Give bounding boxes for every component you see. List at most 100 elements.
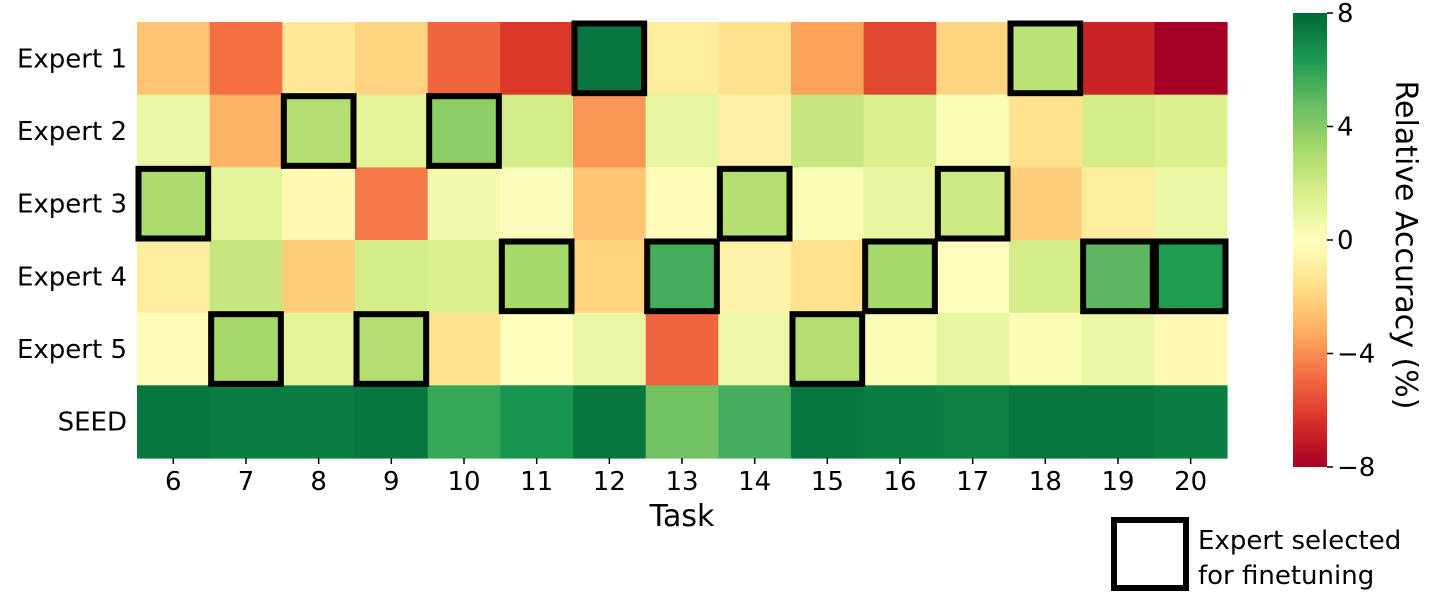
x-tick-label: 9: [383, 467, 400, 497]
heatmap-cell: [282, 94, 356, 168]
heatmap-cell: [936, 94, 1010, 168]
selected-expert-outline: [644, 238, 720, 315]
heatmap-cell: [645, 385, 719, 459]
selected-expert-outline: [208, 311, 284, 387]
heatmap-cell: [573, 167, 647, 241]
x-tick-label: 15: [811, 467, 844, 497]
x-tick-label: 6: [165, 467, 182, 497]
y-tick-label: Expert 4: [17, 262, 127, 292]
x-tick-label: 13: [665, 467, 698, 497]
heatmap-cell: [791, 385, 865, 459]
selected-expert-outline: [426, 93, 502, 169]
heatmap-cell: [791, 94, 865, 168]
heatmap-cell: [863, 22, 937, 96]
x-tick-label: 12: [593, 467, 626, 497]
heatmap-cell: [1009, 385, 1083, 459]
selected-expert-outline: [789, 311, 866, 387]
heatmap-cell: [137, 240, 211, 314]
heatmap-cell: [863, 312, 937, 386]
heatmap-cell: [427, 385, 501, 459]
x-tick-label: 14: [738, 467, 771, 497]
heatmap-cell: [1081, 240, 1155, 314]
heatmap-cell: [355, 94, 429, 168]
heatmap-cell: [427, 22, 501, 96]
x-tick-label: 7: [238, 467, 255, 497]
colorbar-tick-label: 0: [1337, 226, 1354, 256]
heatmap-cell: [282, 240, 356, 314]
colorbar-tick-label: −8: [1337, 453, 1375, 483]
heatmap-cell: [209, 167, 283, 241]
heatmap-cell: [500, 385, 574, 459]
heatmap-cell: [500, 22, 574, 96]
heatmap-cell: [209, 240, 283, 314]
heatmap-cell: [645, 240, 719, 314]
heatmap-cell: [1154, 312, 1228, 386]
heatmap-cell: [1009, 240, 1083, 314]
heatmap-cell: [427, 167, 501, 241]
heatmap-cell: [282, 22, 356, 96]
selected-expert-outline: [353, 311, 430, 387]
heatmap-cell: [282, 312, 356, 386]
heatmap-cell: [1009, 312, 1083, 386]
heatmap-cell: [500, 94, 574, 168]
heatmap-cell: [137, 22, 211, 96]
x-tick-label: 8: [310, 467, 327, 497]
heatmap-cell: [1154, 240, 1228, 314]
heatmap-cell: [137, 385, 211, 459]
selected-expert-outline: [1152, 238, 1229, 315]
heatmap-cell: [1081, 312, 1155, 386]
heatmap-cell: [573, 312, 647, 386]
heatmap-cell: [863, 94, 937, 168]
heatmap-cell: [1081, 94, 1155, 168]
heatmap-cell: [427, 240, 501, 314]
heatmap-cell: [1009, 94, 1083, 168]
legend-label-line2: for finetuning: [1198, 561, 1374, 591]
heatmap-cell: [645, 167, 719, 241]
y-tick-label: Expert 1: [17, 44, 127, 74]
heatmap-cell: [209, 94, 283, 168]
selected-expert-outline: [862, 238, 938, 315]
heatmap-cell: [863, 240, 937, 314]
x-tick-label: 20: [1174, 467, 1207, 497]
heatmap-cells: [137, 22, 1228, 459]
heatmap-cell: [936, 385, 1010, 459]
legend: Expert selected for finetuning: [1111, 517, 1401, 591]
heatmap-cell: [573, 22, 647, 96]
heatmap-cell: [718, 312, 792, 386]
heatmap-cell: [718, 22, 792, 96]
selected-expert-outline: [934, 165, 1011, 242]
heatmap-cell: [355, 240, 429, 314]
heatmap-cell: [500, 167, 574, 241]
selected-expert-outlines: [135, 20, 1229, 387]
heatmap-cell: [355, 22, 429, 96]
heatmap-cell: [718, 94, 792, 168]
heatmap-cell: [863, 167, 937, 241]
heatmap-cell: [1154, 385, 1228, 459]
heatmap-cell: [791, 312, 865, 386]
heatmap-cell: [573, 385, 647, 459]
selected-expert-outline: [280, 93, 357, 169]
colorbar-tick-label: −4: [1337, 340, 1375, 370]
x-tick-label: 17: [956, 467, 989, 497]
colorbar-ticks: 8 4 0 −4 −8: [1327, 0, 1375, 483]
heatmap-cell: [1081, 167, 1155, 241]
heatmap-cell: [791, 167, 865, 241]
heatmap-cell: [1081, 22, 1155, 96]
heatmap-cell: [1009, 167, 1083, 241]
y-tick-label: SEED: [58, 408, 127, 438]
heatmap-cell: [645, 22, 719, 96]
legend-label-line1: Expert selected: [1198, 526, 1401, 556]
heatmap-cell: [355, 312, 429, 386]
x-ticks: 6 7 8 9 10 11 12 13 14 15 16 17 18 19 20: [165, 458, 1207, 497]
heatmap-cell: [209, 312, 283, 386]
x-tick-label: 18: [1029, 467, 1062, 497]
heatmap-cell: [209, 385, 283, 459]
y-tick-labels: Expert 1 Expert 2 Expert 3 Expert 4 Expert 5…: [17, 44, 127, 437]
selected-expert-outline: [498, 238, 575, 315]
x-tick-label: 19: [1101, 467, 1134, 497]
heatmap-cell: [573, 240, 647, 314]
heatmap-cell: [282, 167, 356, 241]
heatmap-cell: [1154, 94, 1228, 168]
x-axis-label: Task: [649, 499, 715, 534]
